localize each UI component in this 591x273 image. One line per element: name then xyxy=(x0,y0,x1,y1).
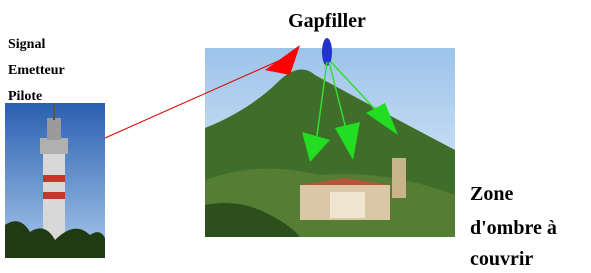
tower-photo xyxy=(5,103,105,258)
diagram: Gapfiller Signal Emetteur Pilote Zone d'… xyxy=(0,0,591,273)
gapfiller-antenna xyxy=(322,38,332,66)
source-label-line: Signal xyxy=(8,37,45,52)
source-label-line: Pilote xyxy=(8,89,42,104)
target-label-line: d'ombre à xyxy=(470,217,557,239)
target-label-line: couvrir xyxy=(470,248,533,270)
title: Gapfiller xyxy=(288,10,366,32)
source-label-line: Emetteur xyxy=(8,63,65,78)
target-label-line: Zone xyxy=(470,183,513,205)
